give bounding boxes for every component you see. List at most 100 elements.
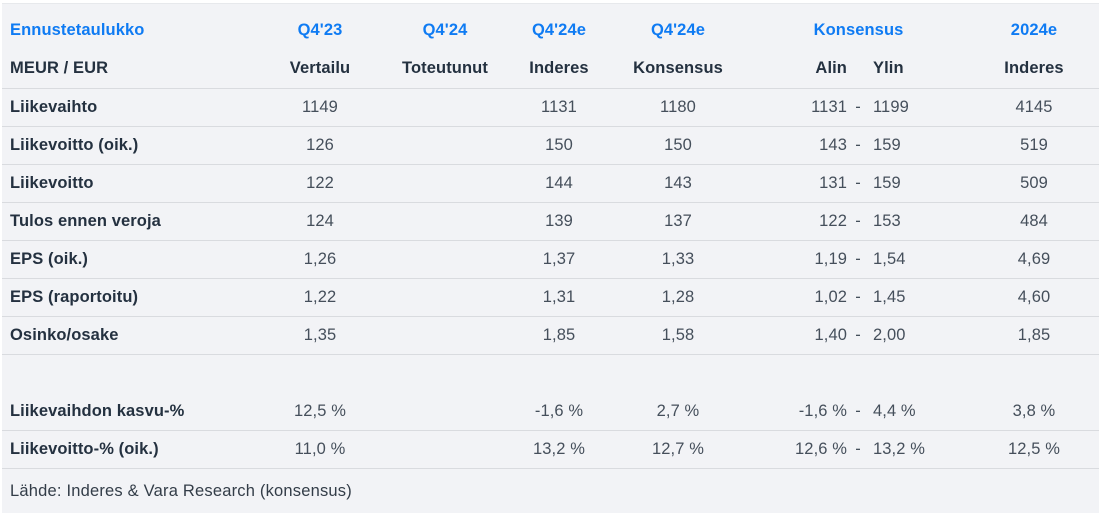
table-row-osinko-osake: Osinko/osake 1,35 1,85 1,58 1,40 - 2,00 … — [2, 316, 1099, 354]
cell-ylin: 1,45 — [873, 288, 906, 306]
range-dash: - — [855, 288, 861, 306]
row-label: Liikevaihto — [10, 98, 98, 116]
cell-konsensus: 12,7 % — [652, 440, 704, 458]
table-row-liikevoitto-oik: Liikevoitto (oik.) 126 150 150 143 - 159… — [2, 126, 1099, 164]
range-dash: - — [855, 212, 861, 230]
row-label: Liikevoitto — [10, 174, 94, 192]
subheader-konsensus: Konsensus — [633, 58, 723, 77]
cell-konsensus: 1,33 — [661, 250, 695, 268]
cell-2024e: 484 — [1020, 212, 1048, 230]
table-row-tulos-ennen-veroja: Tulos ennen veroja 124 139 137 122 - 153… — [2, 202, 1099, 240]
cell-2024e: 4,69 — [1017, 250, 1051, 268]
range-dash: - — [855, 401, 861, 420]
cell-ylin: 153 — [873, 212, 901, 230]
table-row-eps-raportoitu: EPS (raportoitu) 1,22 1,31 1,28 1,02 - 1… — [2, 278, 1099, 316]
cell-vertailu: 1,22 — [303, 288, 337, 306]
cell-2024e: 4145 — [1015, 98, 1053, 116]
cell-2024e: 509 — [1020, 174, 1048, 192]
subheader-inderes-2024: Inderes — [1004, 58, 1064, 77]
table-title: Ennustetaulukko — [10, 20, 145, 39]
cell-alin: 143 — [819, 136, 847, 154]
cell-2024e: 519 — [1020, 136, 1048, 154]
subheader-alin: Alin — [815, 58, 847, 77]
cell-ylin: 159 — [873, 174, 901, 192]
col-header-q424e-konsensus: Q4'24e — [650, 20, 706, 39]
range-dash: - — [855, 136, 861, 154]
cell-inderes: 144 — [545, 174, 573, 192]
row-label: Tulos ennen veroja — [10, 212, 161, 230]
range-dash: - — [855, 326, 861, 344]
range-dash: - — [855, 98, 861, 116]
col-header-q424e-inderes: Q4'24e — [531, 20, 587, 39]
row-label: Liikevaihdon kasvu-% — [10, 401, 185, 420]
table-row-eps-oik: EPS (oik.) 1,26 1,37 1,33 1,19 - 1,54 4,… — [2, 240, 1099, 278]
cell-inderes: 1,31 — [542, 288, 576, 306]
cell-vertailu: 1,35 — [303, 326, 337, 344]
subheader-ylin: Ylin — [873, 58, 904, 77]
cell-inderes: 150 — [545, 136, 573, 154]
cell-konsensus: 143 — [664, 174, 692, 192]
cell-2024e: 1,85 — [1017, 326, 1051, 344]
table-source: Lähde: Inderes & Vara Research (konsensu… — [2, 468, 1099, 514]
col-header-2024e: 2024e — [1010, 20, 1058, 39]
cell-inderes: -1,6 % — [534, 401, 584, 420]
cell-alin: 1131 — [811, 98, 847, 116]
cell-ylin: 13,2 % — [873, 440, 925, 458]
spacer-row — [2, 354, 1099, 392]
cell-ylin: 1199 — [873, 98, 909, 116]
cell-vertailu: 12,5 % — [294, 401, 346, 420]
cell-vertailu: 1,26 — [303, 250, 337, 268]
table-row-liikevaihdon-kasvu: Liikevaihdon kasvu-% 12,5 % -1,6 % 2,7 %… — [2, 392, 1099, 430]
row-label: Liikevoitto-% (oik.) — [10, 440, 159, 458]
cell-vertailu: 124 — [306, 212, 334, 230]
cell-2024e: 4,60 — [1017, 288, 1051, 306]
cell-alin: 1,19 — [814, 250, 847, 268]
cell-alin: 1,40 — [814, 326, 847, 344]
range-dash: - — [855, 440, 861, 458]
cell-konsensus: 1,58 — [661, 326, 695, 344]
cell-2024e: 12,5 % — [1008, 440, 1060, 458]
col-header-q423: Q4'23 — [297, 20, 343, 39]
cell-vertailu: 122 — [306, 174, 334, 192]
table-subtitle: MEUR / EUR — [10, 58, 109, 77]
cell-inderes: 13,2 % — [533, 440, 585, 458]
cell-ylin: 1,54 — [873, 250, 906, 268]
subheader-inderes: Inderes — [529, 58, 589, 77]
table-row-liikevoitto: Liikevoitto 122 144 143 131 - 159 509 — [2, 164, 1099, 202]
table-header: Ennustetaulukko Q4'23 Q4'24 Q4'24e Q4'24… — [2, 4, 1099, 88]
col-header-q424: Q4'24 — [422, 20, 468, 39]
cell-alin: 122 — [819, 212, 847, 230]
cell-konsensus: 1,28 — [661, 288, 695, 306]
cell-vertailu: 126 — [306, 136, 334, 154]
cell-alin: -1,6 % — [798, 401, 847, 420]
cell-konsensus: 2,7 % — [656, 401, 700, 420]
source-text: Lähde: Inderes & Vara Research (konsensu… — [10, 482, 352, 500]
cell-inderes: 1,37 — [542, 250, 576, 268]
row-label: Osinko/osake — [10, 326, 119, 344]
forecast-table: Ennustetaulukko Q4'23 Q4'24 Q4'24e Q4'24… — [2, 3, 1099, 513]
cell-konsensus: 137 — [664, 212, 692, 230]
cell-vertailu: 1149 — [302, 98, 338, 116]
cell-alin: 12,6 % — [795, 440, 847, 458]
cell-konsensus: 150 — [664, 136, 692, 154]
header-subtitle-row: MEUR / EUR Vertailu Toteutunut Inderes K… — [2, 49, 1099, 87]
cell-2024e: 3,8 % — [1012, 401, 1056, 420]
table-row-liikevoitto-pct-oik: Liikevoitto-% (oik.) 11,0 % 13,2 % 12,7 … — [2, 430, 1099, 468]
subheader-vertailu: Vertailu — [289, 58, 351, 77]
header-period-row: Ennustetaulukko Q4'23 Q4'24 Q4'24e Q4'24… — [2, 11, 1099, 49]
row-label: Liikevoitto (oik.) — [10, 136, 139, 154]
cell-konsensus: 1180 — [660, 98, 696, 116]
cell-ylin: 2,00 — [873, 326, 906, 344]
cell-vertailu: 11,0 % — [294, 440, 346, 458]
subheader-toteutunut: Toteutunut — [402, 58, 488, 77]
row-label: EPS (oik.) — [10, 250, 89, 268]
row-label: EPS (raportoitu) — [10, 288, 139, 306]
cell-inderes: 139 — [545, 212, 573, 230]
cell-ylin: 159 — [873, 136, 901, 154]
cell-inderes: 1,85 — [542, 326, 576, 344]
range-dash: - — [855, 174, 861, 192]
table-row-liikevaihto: Liikevaihto 1149 1131 1180 1131 - 1199 4… — [2, 88, 1099, 126]
cell-alin: 1,02 — [814, 288, 847, 306]
cell-inderes: 1131 — [541, 98, 577, 116]
col-header-konsensus-range: Konsensus — [813, 20, 904, 39]
